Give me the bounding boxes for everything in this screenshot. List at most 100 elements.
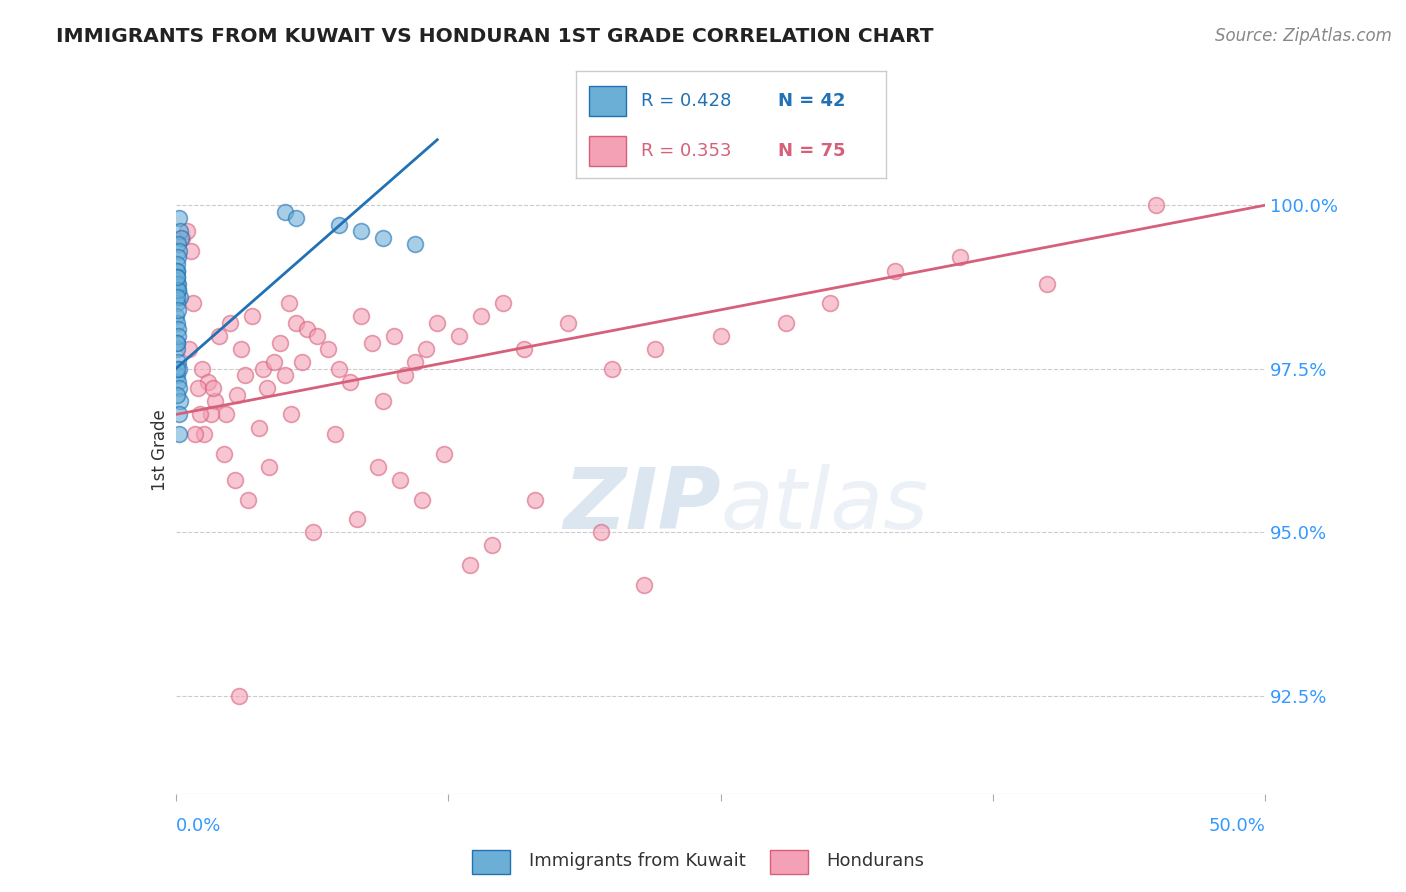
Point [166, 296, 188, 310]
Point [415, 342, 437, 356]
Point [405, 237, 427, 252]
Point [371, 394, 394, 409]
Point [240, 310, 263, 324]
Point [167, 322, 190, 336]
Point [269, 335, 291, 350]
Point [1146, 198, 1168, 212]
Point [278, 296, 301, 310]
Point [295, 322, 318, 336]
Point [644, 342, 666, 356]
Point [165, 310, 187, 324]
Point [371, 231, 394, 245]
Point [166, 335, 188, 350]
Point [167, 244, 190, 258]
Point [447, 329, 470, 343]
Point [166, 335, 188, 350]
FancyBboxPatch shape [589, 136, 626, 166]
Point [215, 408, 238, 422]
Point [513, 342, 536, 356]
Point [166, 290, 188, 304]
Point [167, 427, 190, 442]
Point [405, 355, 427, 369]
Point [481, 538, 503, 552]
Point [181, 296, 204, 310]
Point [208, 329, 231, 343]
Point [166, 270, 188, 285]
Point [201, 381, 224, 395]
Text: IMMIGRANTS FROM KUWAIT VS HONDURAN 1ST GRADE CORRELATION CHART: IMMIGRANTS FROM KUWAIT VS HONDURAN 1ST G… [56, 27, 934, 45]
Point [169, 290, 191, 304]
Point [166, 342, 188, 356]
Point [219, 316, 242, 330]
Point [167, 283, 190, 297]
Point [191, 361, 214, 376]
Point [949, 251, 972, 265]
Text: R = 0.428: R = 0.428 [641, 93, 731, 111]
Point [184, 427, 207, 442]
Text: 50.0%: 50.0% [1209, 817, 1265, 835]
FancyBboxPatch shape [472, 849, 510, 874]
Point [169, 394, 191, 409]
Point [274, 204, 297, 219]
Point [193, 427, 215, 442]
Point [361, 335, 384, 350]
Point [350, 224, 373, 238]
Point [367, 459, 389, 474]
Point [458, 558, 481, 572]
Point [186, 381, 209, 395]
Point [167, 408, 190, 422]
Text: 0.0%: 0.0% [176, 817, 221, 835]
Point [167, 355, 190, 369]
Point [236, 492, 259, 507]
Point [252, 361, 274, 376]
Point [394, 368, 416, 383]
Text: N = 42: N = 42 [778, 93, 845, 111]
Point [247, 420, 270, 434]
Point [167, 237, 190, 252]
Text: N = 75: N = 75 [778, 142, 845, 160]
Point [167, 381, 190, 395]
Point [166, 375, 188, 389]
Point [884, 263, 907, 277]
Point [167, 277, 190, 291]
Point [284, 316, 307, 330]
Point [350, 310, 373, 324]
Point [775, 316, 797, 330]
Point [166, 257, 188, 271]
Point [323, 427, 346, 442]
Point [328, 361, 350, 376]
Point [166, 361, 188, 376]
Point [284, 211, 307, 226]
Point [524, 492, 547, 507]
Point [328, 218, 350, 232]
Point [339, 375, 361, 389]
Point [710, 329, 733, 343]
Point [224, 473, 246, 487]
Point [231, 342, 253, 356]
Text: atlas: atlas [721, 464, 928, 547]
Point [170, 231, 193, 245]
Point [1036, 277, 1059, 291]
Point [166, 263, 188, 277]
FancyBboxPatch shape [589, 87, 626, 116]
Point [433, 447, 456, 461]
Text: R = 0.353: R = 0.353 [641, 142, 733, 160]
Point [259, 459, 281, 474]
Point [302, 525, 325, 540]
Point [235, 368, 257, 383]
Point [389, 473, 412, 487]
Point [188, 408, 211, 422]
Y-axis label: 1st Grade: 1st Grade [150, 409, 169, 491]
Point [557, 316, 579, 330]
Point [167, 211, 190, 226]
Point [212, 447, 235, 461]
Point [166, 270, 188, 285]
Text: Source: ZipAtlas.com: Source: ZipAtlas.com [1215, 27, 1392, 45]
Point [318, 342, 340, 356]
Point [274, 368, 297, 383]
Point [256, 381, 278, 395]
Point [166, 388, 188, 402]
Point [177, 342, 200, 356]
Point [166, 368, 188, 383]
Point [263, 355, 285, 369]
